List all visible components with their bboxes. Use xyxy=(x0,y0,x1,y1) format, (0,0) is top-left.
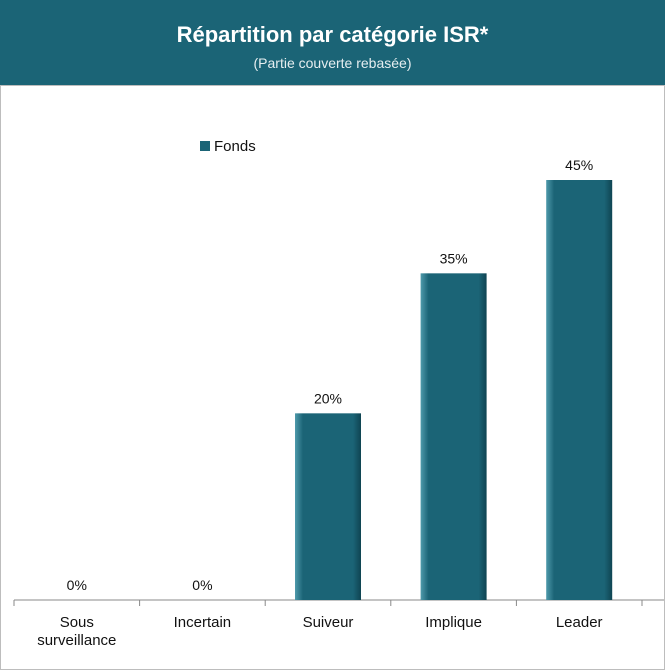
data-label: 45% xyxy=(565,157,593,173)
chart-subtitle: (Partie couverte rebasée) xyxy=(253,55,412,71)
bar xyxy=(295,413,361,600)
x-tick-label: Suiveur xyxy=(302,614,354,631)
legend-swatch xyxy=(200,141,210,151)
legend-label: Fonds xyxy=(214,138,256,155)
data-label: 0% xyxy=(67,577,87,593)
x-tick-label: Leader xyxy=(555,614,603,631)
data-label: 20% xyxy=(314,390,342,406)
data-label: 35% xyxy=(440,250,468,266)
chart-title: Répartition par catégorie ISR* xyxy=(176,22,489,47)
bar xyxy=(420,273,487,600)
x-tick-label: Implique xyxy=(425,614,482,631)
data-label: 0% xyxy=(192,577,212,593)
x-tick-label: Incertain xyxy=(173,614,232,631)
bar xyxy=(546,180,613,600)
header: Répartition par catégorie ISR* (Partie c… xyxy=(0,0,665,85)
legend: Fonds xyxy=(200,138,256,155)
x-tick-label: Sous surveillance xyxy=(37,614,117,649)
